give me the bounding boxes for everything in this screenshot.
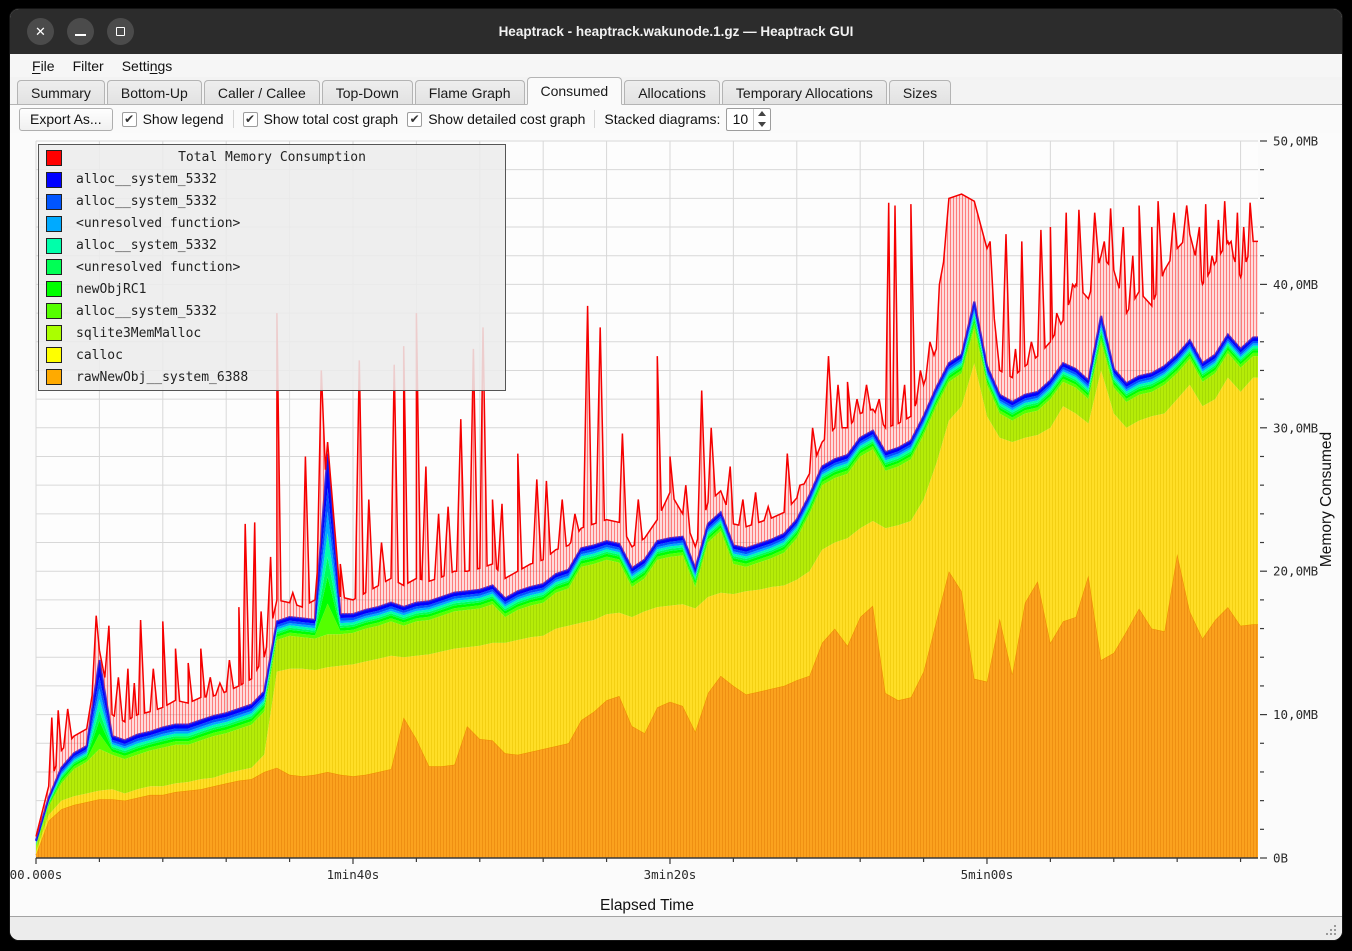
maximize-button[interactable] <box>107 18 134 45</box>
menu-file[interactable]: File <box>32 57 55 74</box>
consumed-chart: 00.000s 1min40s 3min20s 5min00s 0B 10,0MB 20,0… <box>10 133 1342 916</box>
arrow-up-icon <box>758 111 767 117</box>
svg-text:40,0MB: 40,0MB <box>1273 277 1318 292</box>
legend-label: alloc__system_5332 <box>76 303 217 319</box>
legend-swatch <box>46 303 62 320</box>
legend-item: <unresolved function> <box>39 213 505 235</box>
legend-item: <unresolved function> <box>39 257 505 279</box>
svg-text:30,0MB: 30,0MB <box>1273 420 1318 435</box>
legend-label: <unresolved function> <box>76 259 241 275</box>
checkbox-label: Show legend <box>142 111 224 127</box>
svg-text:20,0MB: 20,0MB <box>1273 564 1318 579</box>
chart-legend: Total Memory Consumption alloc__system_53… <box>38 144 506 391</box>
legend-swatch <box>46 281 62 298</box>
legend-swatch <box>46 369 62 386</box>
legend-item: Total Memory Consumption <box>39 147 505 169</box>
tab-flame-graph[interactable]: Flame Graph <box>414 80 525 104</box>
legend-swatch <box>46 171 62 188</box>
window-title: Heaptrack - heaptrack.wakunode.1.gz — He… <box>498 24 854 39</box>
legend-item: alloc__system_5332 <box>39 235 505 257</box>
checkmark-icon: ✔ <box>242 111 258 127</box>
legend-label: alloc__system_5332 <box>76 194 217 210</box>
legend-item: alloc__system_5332 <box>39 191 505 213</box>
tab-summary[interactable]: Summary <box>17 80 105 104</box>
app-window: ✕ Heaptrack - heaptrack.wakunode.1.gz — … <box>9 8 1343 941</box>
legend-label: sqlite3MemMalloc <box>76 325 202 341</box>
tab-temporary-allocations[interactable]: Temporary Allocations <box>721 80 887 104</box>
minimize-icon <box>75 34 86 36</box>
checkbox-label: Show total cost graph <box>263 111 399 127</box>
checkbox-show-legend[interactable]: ✔ Show legend <box>121 111 224 127</box>
tabbar: Summary Bottom-Up Caller / Callee Top-Down F… <box>10 77 1342 105</box>
legend-label: alloc__system_5332 <box>76 238 217 254</box>
titlebar: ✕ Heaptrack - heaptrack.wakunode.1.gz — … <box>10 9 1342 54</box>
toolbar-separator <box>594 110 596 128</box>
spin-up-button[interactable] <box>754 109 770 120</box>
menubar: File Filter Settings <box>10 54 1342 77</box>
close-icon: ✕ <box>35 24 46 39</box>
stacked-diagrams-label: Stacked diagrams: <box>604 111 721 127</box>
legend-item: alloc__system_5332 <box>39 300 505 322</box>
minimize-button[interactable] <box>67 18 94 45</box>
tab-bottom-up[interactable]: Bottom-Up <box>106 80 202 104</box>
legend-label: Total Memory Consumption <box>178 150 366 166</box>
menu-filter[interactable]: Filter <box>72 57 104 74</box>
legend-swatch <box>46 215 62 232</box>
legend-label: alloc__system_5332 <box>76 172 217 188</box>
legend-swatch <box>46 347 62 364</box>
arrow-down-icon <box>758 121 767 127</box>
statusbar <box>10 916 1342 940</box>
toolbar: Export As... ✔ Show legend ✔ Show total cos… <box>10 105 1342 133</box>
tab-sizes[interactable]: Sizes <box>888 80 952 104</box>
tab-top-down[interactable]: Top-Down <box>321 80 413 104</box>
svg-text:3min20s: 3min20s <box>644 867 697 882</box>
spinbox-arrows <box>753 108 770 130</box>
svg-text:Elapsed Time: Elapsed Time <box>600 897 694 914</box>
export-as-button[interactable]: Export As... <box>19 107 113 131</box>
stacked-diagrams-spinbox[interactable]: 10 <box>726 107 772 131</box>
svg-text:10,0MB: 10,0MB <box>1273 707 1318 722</box>
legend-item: newObjRC1 <box>39 278 505 300</box>
legend-swatch <box>46 237 62 254</box>
resize-grip[interactable] <box>1324 923 1337 936</box>
svg-text:5min00s: 5min00s <box>961 867 1014 882</box>
maximize-icon <box>116 27 125 36</box>
checkbox-show-detailed-cost-graph[interactable]: ✔ Show detailed cost graph <box>407 111 585 127</box>
legend-label: rawNewObj__system_6388 <box>76 369 249 385</box>
checkbox-show-total-cost-graph[interactable]: ✔ Show total cost graph <box>242 111 399 127</box>
svg-text:00.000s: 00.000s <box>10 867 62 882</box>
svg-text:1min40s: 1min40s <box>327 867 380 882</box>
legend-label: <unresolved function> <box>76 216 241 232</box>
checkmark-icon: ✔ <box>121 111 137 127</box>
memory-consumption-plot[interactable]: 00.000s 1min40s 3min20s 5min00s 0B 10,0MB 20,0… <box>10 133 1342 918</box>
legend-item: rawNewObj__system_6388 <box>39 366 505 388</box>
legend-swatch <box>46 149 62 166</box>
legend-item: calloc <box>39 344 505 366</box>
legend-item: alloc__system_5332 <box>39 169 505 191</box>
tab-consumed[interactable]: Consumed <box>526 77 623 105</box>
spin-down-button[interactable] <box>754 119 770 130</box>
tab-caller-callee[interactable]: Caller / Callee <box>203 80 320 104</box>
legend-item: sqlite3MemMalloc <box>39 322 505 344</box>
tab-allocations[interactable]: Allocations <box>624 80 720 104</box>
close-button[interactable]: ✕ <box>27 18 54 45</box>
checkbox-label: Show detailed cost graph <box>428 111 586 127</box>
svg-text:0B: 0B <box>1273 851 1288 866</box>
legend-swatch <box>46 259 62 276</box>
svg-text:50,0MB: 50,0MB <box>1273 134 1318 149</box>
checkmark-icon: ✔ <box>407 111 423 127</box>
legend-label: calloc <box>76 347 123 363</box>
toolbar-separator <box>232 110 234 128</box>
legend-label: newObjRC1 <box>76 281 147 297</box>
menu-settings[interactable]: Settings <box>121 57 173 74</box>
legend-swatch <box>46 325 62 342</box>
legend-swatch <box>46 193 62 210</box>
svg-text:Memory Consumed: Memory Consumed <box>1318 432 1335 567</box>
stacked-diagrams-value: 10 <box>732 111 749 127</box>
